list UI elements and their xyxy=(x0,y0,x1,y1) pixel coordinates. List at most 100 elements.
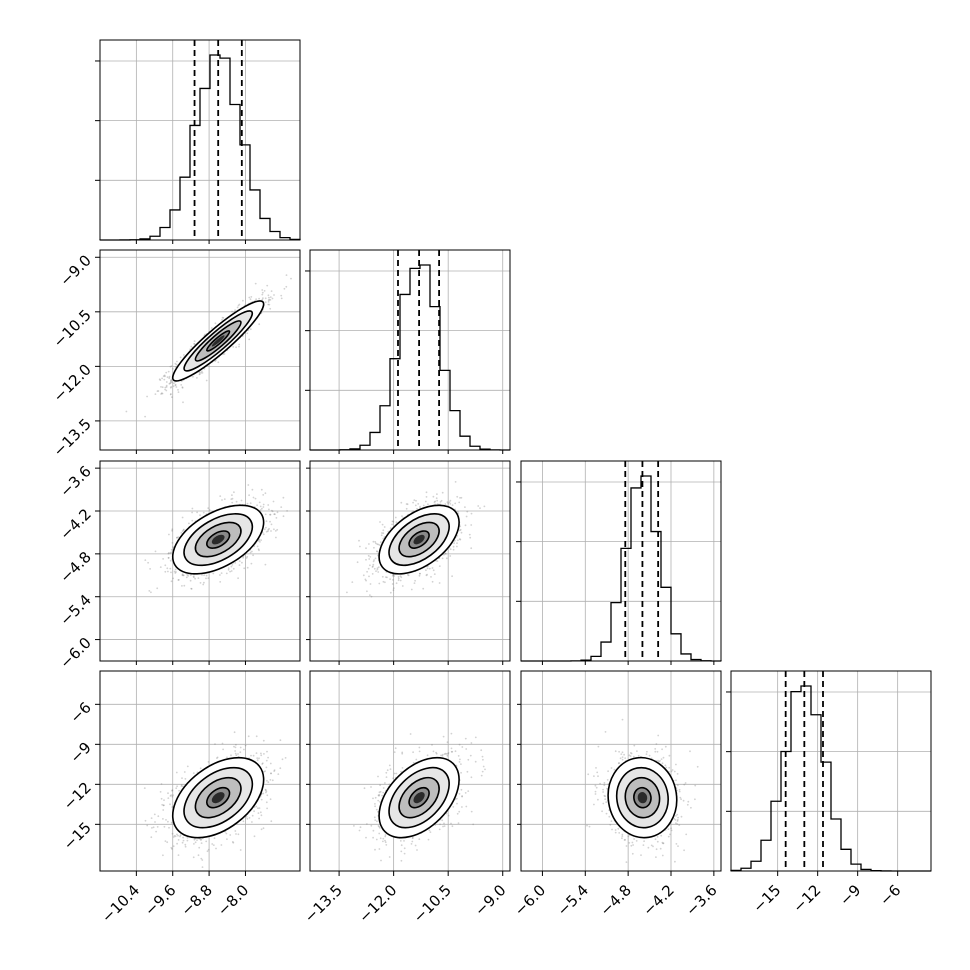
sample-point xyxy=(189,574,192,576)
sample-point xyxy=(163,825,166,828)
sample-point xyxy=(242,820,245,823)
sample-point xyxy=(194,841,197,844)
sample-point xyxy=(171,528,174,531)
sample-point xyxy=(212,572,215,575)
sample-point xyxy=(168,375,171,378)
sample-point xyxy=(235,500,238,503)
sample-point xyxy=(177,391,180,393)
sample-point xyxy=(201,372,204,374)
sample-point xyxy=(262,506,265,508)
hist-panel-1 xyxy=(305,249,511,451)
sample-point xyxy=(285,274,288,276)
sample-point xyxy=(181,387,184,389)
sample-point xyxy=(193,843,195,845)
sample-point xyxy=(162,854,164,857)
sample-point xyxy=(169,382,172,385)
sample-point xyxy=(217,361,220,364)
sample-point xyxy=(432,495,435,498)
sample-point xyxy=(449,555,452,557)
sample-point xyxy=(275,517,278,519)
sample-point xyxy=(376,568,379,571)
sample-point xyxy=(256,757,259,759)
sample-point xyxy=(259,505,262,508)
sample-point xyxy=(273,770,276,772)
sample-point xyxy=(391,523,393,526)
sample-point xyxy=(176,536,178,539)
sample-point xyxy=(202,583,205,586)
sample-point xyxy=(164,388,167,391)
sample-point xyxy=(351,581,354,583)
sample-point xyxy=(392,579,394,581)
sample-point xyxy=(200,838,202,841)
sample-point xyxy=(182,839,185,842)
sample-point xyxy=(264,492,267,495)
sample-point xyxy=(238,343,241,346)
sample-point xyxy=(385,576,387,578)
sample-point xyxy=(159,566,162,568)
sample-point xyxy=(250,296,253,298)
scatter-content xyxy=(125,274,292,418)
sample-point xyxy=(260,814,263,817)
sample-point xyxy=(248,296,251,299)
sample-point xyxy=(391,583,394,585)
sample-point xyxy=(162,375,165,378)
sample-point xyxy=(427,503,429,506)
sample-point xyxy=(165,386,168,388)
sample-point xyxy=(425,491,428,494)
sample-point xyxy=(379,541,382,544)
sample-point xyxy=(399,579,402,582)
sample-point xyxy=(158,378,161,381)
sample-point xyxy=(386,576,388,579)
sample-point xyxy=(174,383,177,386)
sample-point xyxy=(358,539,360,542)
sample-point xyxy=(250,562,253,565)
sample-point xyxy=(170,386,173,388)
sample-point xyxy=(448,501,451,504)
sample-point xyxy=(457,539,459,542)
sample-point xyxy=(175,386,178,388)
sample-point xyxy=(470,524,473,526)
sample-point xyxy=(267,530,269,533)
sample-point xyxy=(235,346,238,349)
sample-point xyxy=(479,507,481,509)
panel-frame-1-0 xyxy=(99,249,301,451)
sample-point xyxy=(447,502,449,505)
sample-point xyxy=(374,541,377,543)
sample-point xyxy=(468,533,471,536)
sample-point xyxy=(174,384,177,387)
scatter-content xyxy=(143,731,287,868)
sample-point xyxy=(438,565,441,567)
sample-point xyxy=(269,299,272,301)
sample-point xyxy=(453,539,456,542)
sample-point xyxy=(238,560,241,562)
sample-point xyxy=(274,513,276,516)
sample-point xyxy=(267,756,269,759)
sample-point xyxy=(238,303,241,306)
sample-point xyxy=(221,316,224,319)
sample-point xyxy=(373,559,375,561)
sample-point xyxy=(255,805,258,808)
sample-point xyxy=(183,354,185,356)
sample-point xyxy=(249,328,252,331)
sample-point xyxy=(433,573,436,575)
sample-point xyxy=(365,547,367,550)
sample-point xyxy=(242,299,244,302)
sample-point xyxy=(193,838,196,841)
sample-point xyxy=(161,377,164,380)
sample-point xyxy=(182,528,185,531)
sample-point xyxy=(254,282,257,285)
sample-point xyxy=(236,306,239,309)
sample-point xyxy=(257,548,260,551)
sample-point xyxy=(365,558,367,561)
sample-point xyxy=(458,529,461,532)
sample-point xyxy=(382,529,385,532)
sample-point xyxy=(400,501,403,504)
sample-point xyxy=(451,575,453,578)
sample-point xyxy=(248,494,251,497)
sample-point xyxy=(167,557,170,559)
sample-point xyxy=(173,382,175,385)
sample-point xyxy=(213,837,216,840)
sample-point xyxy=(171,848,173,850)
sample-point xyxy=(469,536,472,539)
sample-point xyxy=(172,546,174,548)
